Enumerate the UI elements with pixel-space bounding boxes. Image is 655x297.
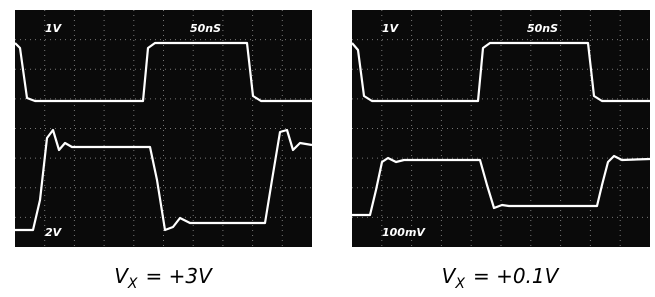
caption: VX= +3V [114, 264, 213, 292]
time-base: 50nS [527, 22, 558, 35]
time-base: 50nS [190, 22, 221, 35]
figure: 1V 50nS 2V 1V 50nS 100mV VX= +3V VX= +0.… [0, 0, 655, 297]
caption-rest: = +0.1V [473, 264, 560, 288]
caption-sub: X [127, 276, 138, 292]
scope-panel: 1V 50nS 100mV [352, 10, 650, 247]
caption: VX= +0.1V [442, 264, 560, 292]
volts-top: 1V [382, 22, 400, 35]
caption-rest: = +3V [146, 264, 214, 288]
scope-panel: 1V 50nS 2V [15, 10, 312, 247]
page: 1V 50nS 2V 1V 50nS 100mV VX= +3V VX= +0.… [0, 0, 655, 297]
volts-bottom: 2V [45, 226, 63, 239]
caption-sub: X [454, 276, 465, 292]
volts-top: 1V [45, 22, 63, 35]
volts-bottom: 100mV [382, 226, 426, 239]
